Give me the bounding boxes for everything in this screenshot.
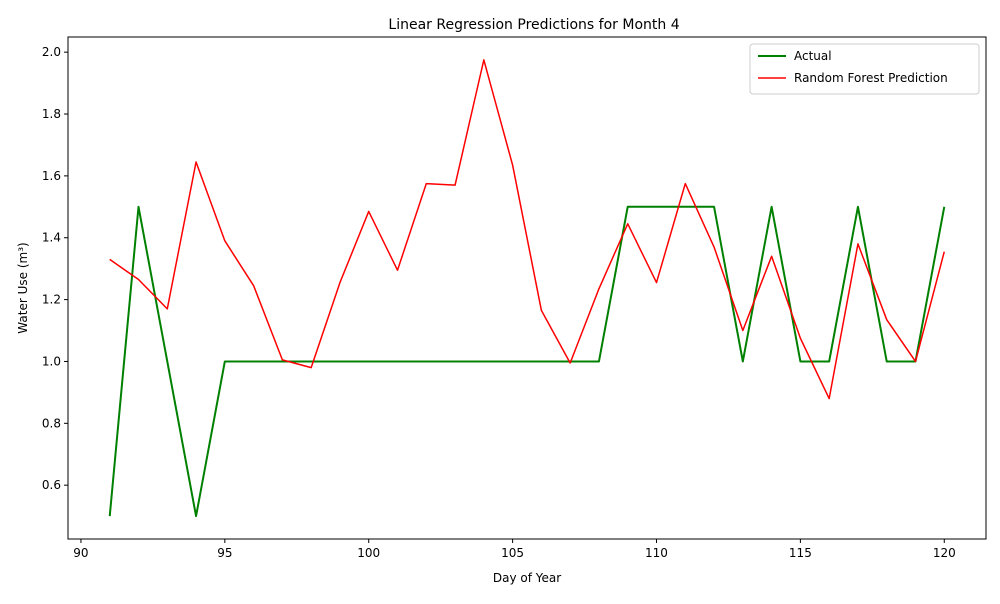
x-tick-label: 95 bbox=[217, 546, 232, 560]
x-tick-label: 90 bbox=[73, 546, 88, 560]
legend: Actual Random Forest Prediction bbox=[749, 43, 980, 95]
legend-box bbox=[749, 43, 980, 95]
x-tick-label: 100 bbox=[357, 546, 380, 560]
y-tick-label: 0.6 bbox=[42, 478, 61, 492]
plot-frame bbox=[67, 36, 987, 540]
y-tick-label: 1.6 bbox=[42, 169, 61, 183]
y-tick-label: 1.8 bbox=[42, 107, 61, 121]
chart-title: Linear Regression Predictions for Month … bbox=[388, 17, 679, 33]
y-axis-label: Water Use (m³) bbox=[16, 242, 30, 333]
y-tick-label: 1.2 bbox=[42, 293, 61, 307]
y-tick-label: 1.0 bbox=[42, 354, 61, 368]
x-tick-label: 110 bbox=[645, 546, 668, 560]
x-tick-label: 115 bbox=[789, 546, 812, 560]
y-tick-label: 1.4 bbox=[42, 231, 61, 245]
plot-area bbox=[108, 59, 946, 518]
y-tick-label: 0.8 bbox=[42, 416, 61, 430]
x-tick-label: 120 bbox=[933, 546, 956, 560]
series-line-actual bbox=[108, 205, 946, 518]
y-tick-label: 2.0 bbox=[42, 45, 61, 59]
legend-label: Random Forest Prediction bbox=[794, 71, 948, 85]
series-line-random-forest-prediction bbox=[109, 59, 945, 400]
x-axis-label: Day of Year bbox=[493, 571, 561, 585]
x-tick-label: 105 bbox=[501, 546, 524, 560]
legend-label: Actual bbox=[794, 49, 832, 63]
